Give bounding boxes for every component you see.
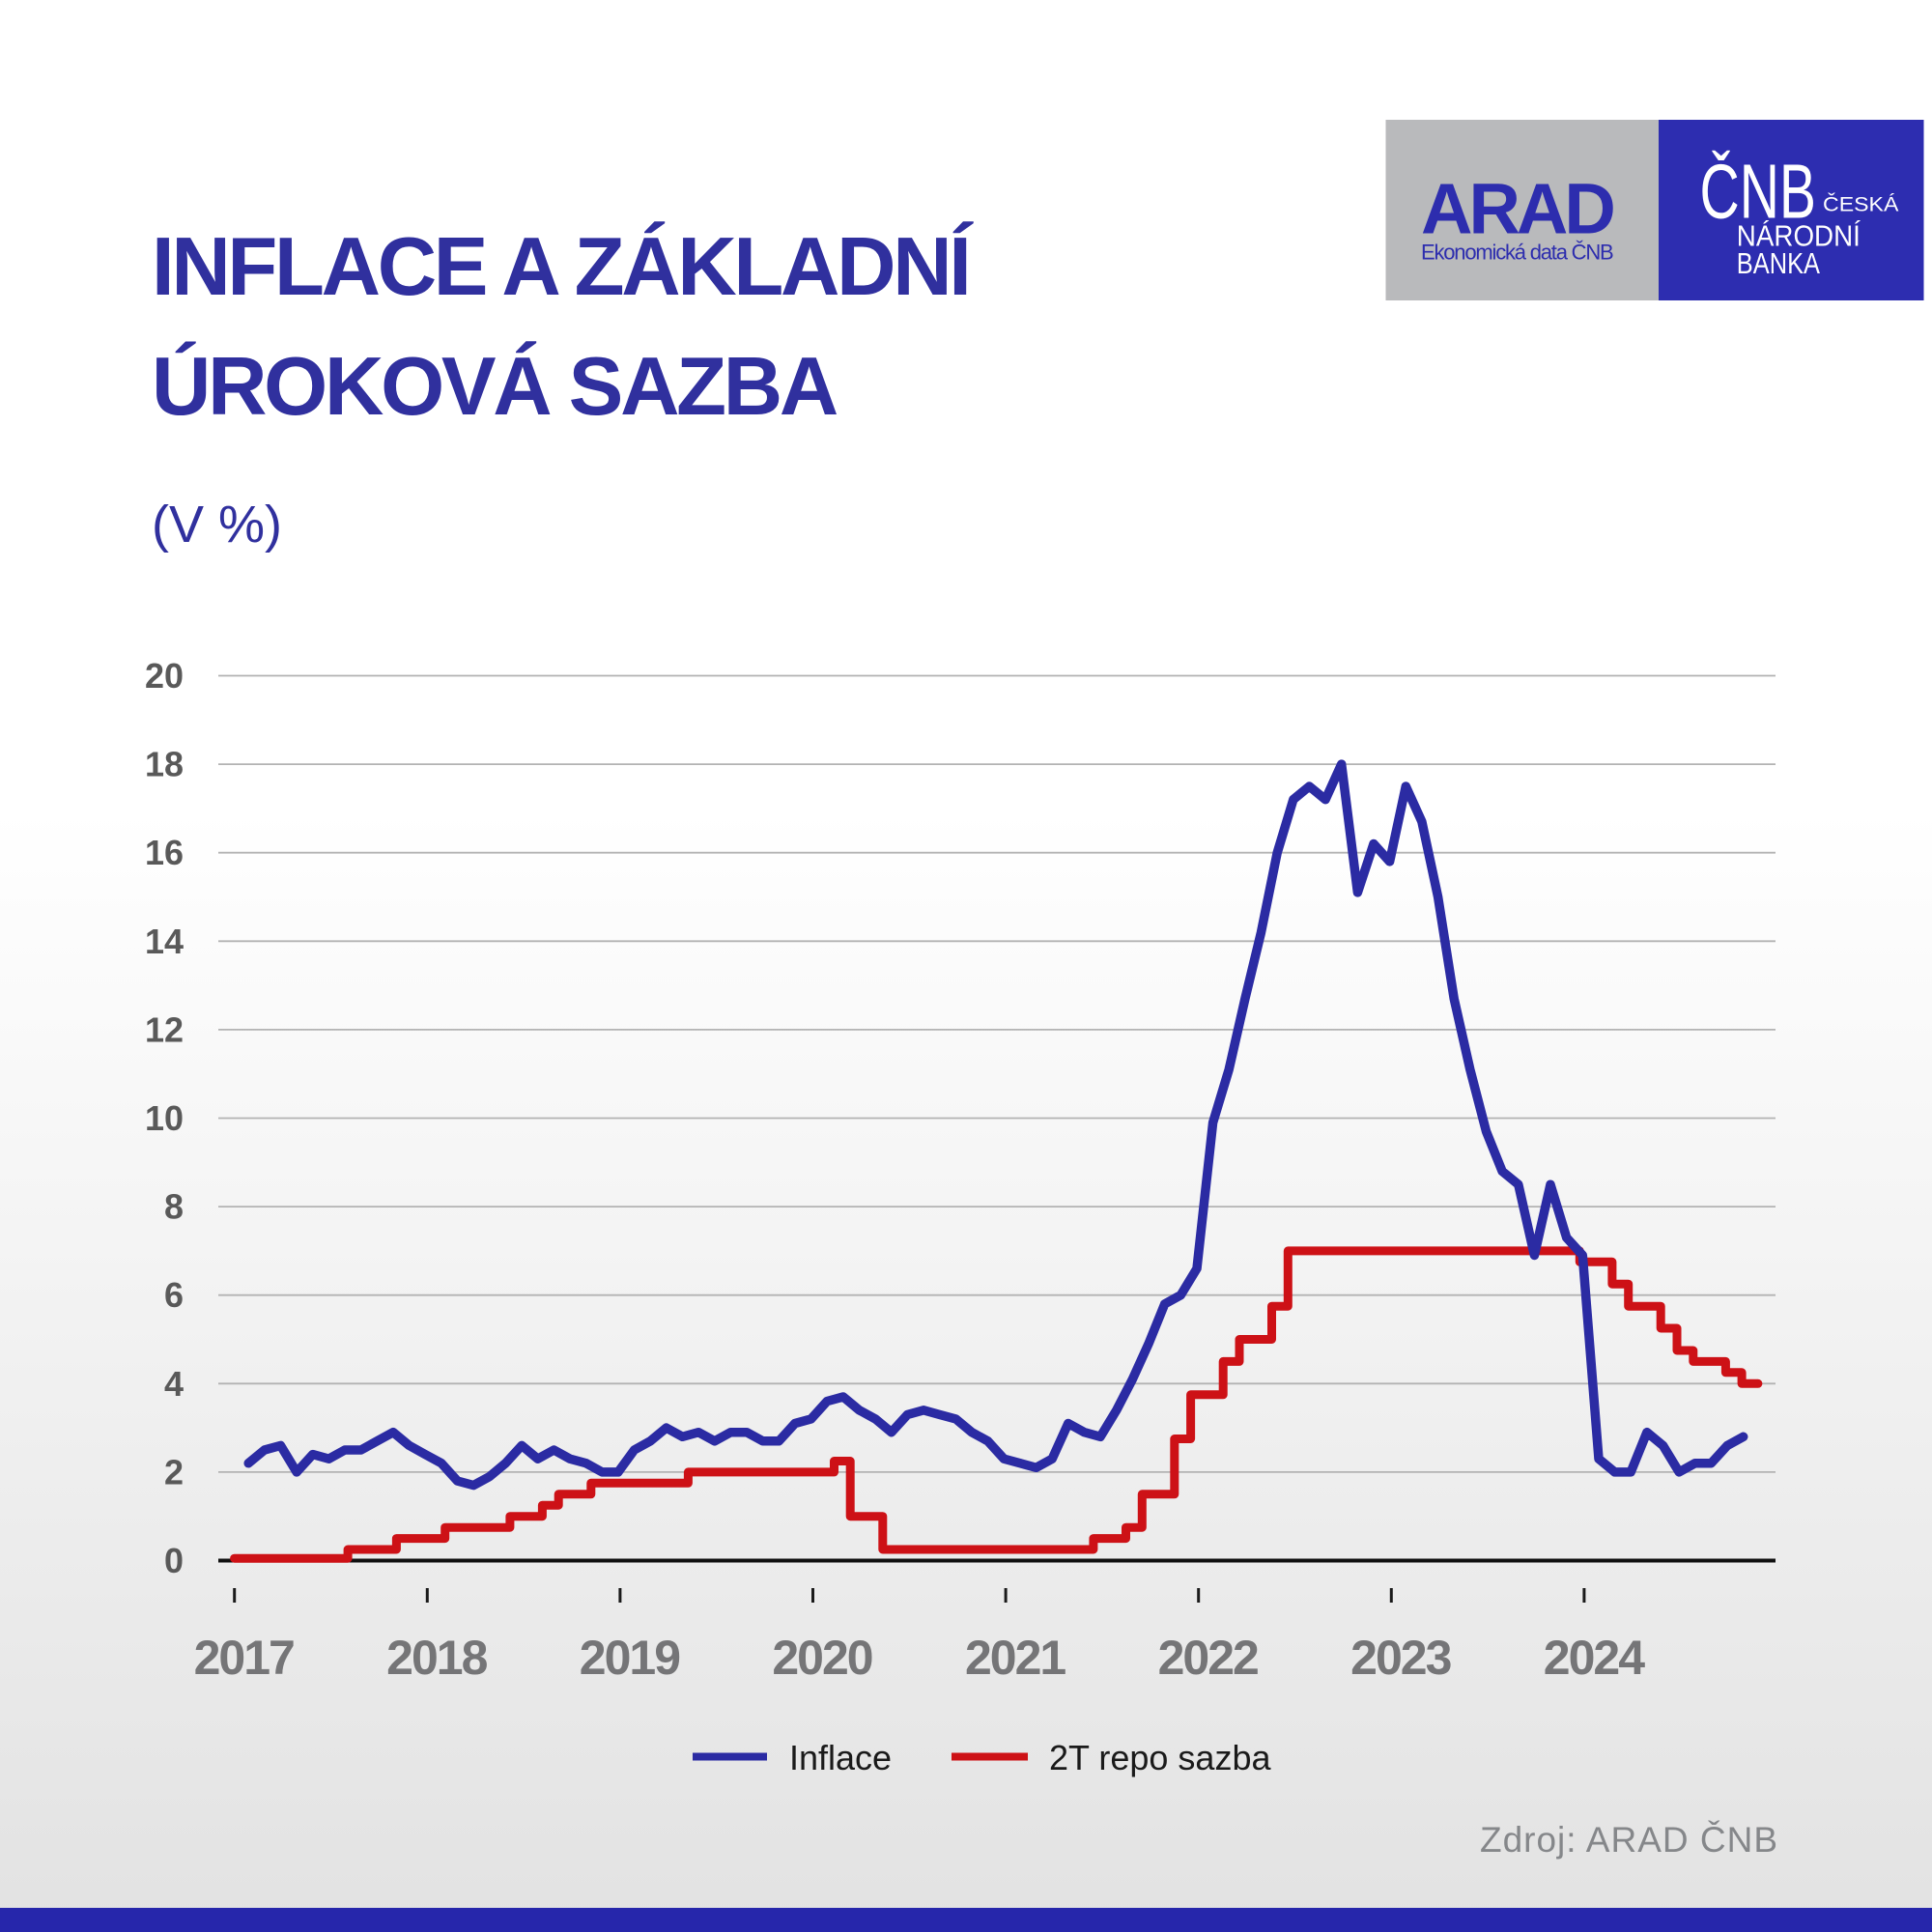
svg-text:2022: 2022: [1158, 1631, 1258, 1685]
svg-text:18: 18: [145, 745, 184, 784]
svg-text:2018: 2018: [386, 1631, 487, 1685]
svg-text:2024: 2024: [1544, 1631, 1645, 1685]
svg-text:BANKA: BANKA: [1737, 246, 1820, 280]
svg-text:14: 14: [145, 922, 184, 961]
svg-text:20: 20: [145, 656, 184, 696]
svg-text:2021: 2021: [965, 1631, 1065, 1685]
svg-text:ČESKÁ: ČESKÁ: [1823, 194, 1898, 216]
svg-text:12: 12: [145, 1009, 184, 1049]
svg-text:Inflace: Inflace: [789, 1738, 892, 1777]
svg-text:(V %): (V %): [152, 496, 282, 554]
svg-text:ČNB: ČNB: [1700, 149, 1817, 235]
svg-text:2019: 2019: [580, 1631, 679, 1685]
svg-text:NÁRODNÍ: NÁRODNÍ: [1737, 218, 1861, 252]
svg-text:INFLACE A ZÁKLADNÍ: INFLACE A ZÁKLADNÍ: [152, 221, 974, 313]
svg-text:ÚROKOVÁ SAZBA: ÚROKOVÁ SAZBA: [152, 341, 838, 433]
svg-text:2023: 2023: [1350, 1631, 1450, 1685]
svg-text:10: 10: [145, 1098, 184, 1138]
svg-text:2: 2: [164, 1452, 184, 1492]
svg-text:Zdroj: ARAD ČNB: Zdroj: ARAD ČNB: [1480, 1820, 1778, 1860]
svg-text:16: 16: [145, 833, 184, 872]
svg-text:6: 6: [164, 1275, 184, 1315]
svg-text:2017: 2017: [194, 1631, 294, 1685]
svg-text:0: 0: [164, 1541, 184, 1580]
svg-text:ARAD: ARAD: [1421, 169, 1613, 249]
svg-text:2T repo sazba: 2T repo sazba: [1049, 1738, 1271, 1777]
svg-text:4: 4: [164, 1364, 184, 1404]
svg-text:Ekonomická data ČNB: Ekonomická data ČNB: [1421, 241, 1613, 265]
svg-text:8: 8: [164, 1187, 184, 1227]
svg-text:2020: 2020: [772, 1631, 871, 1685]
